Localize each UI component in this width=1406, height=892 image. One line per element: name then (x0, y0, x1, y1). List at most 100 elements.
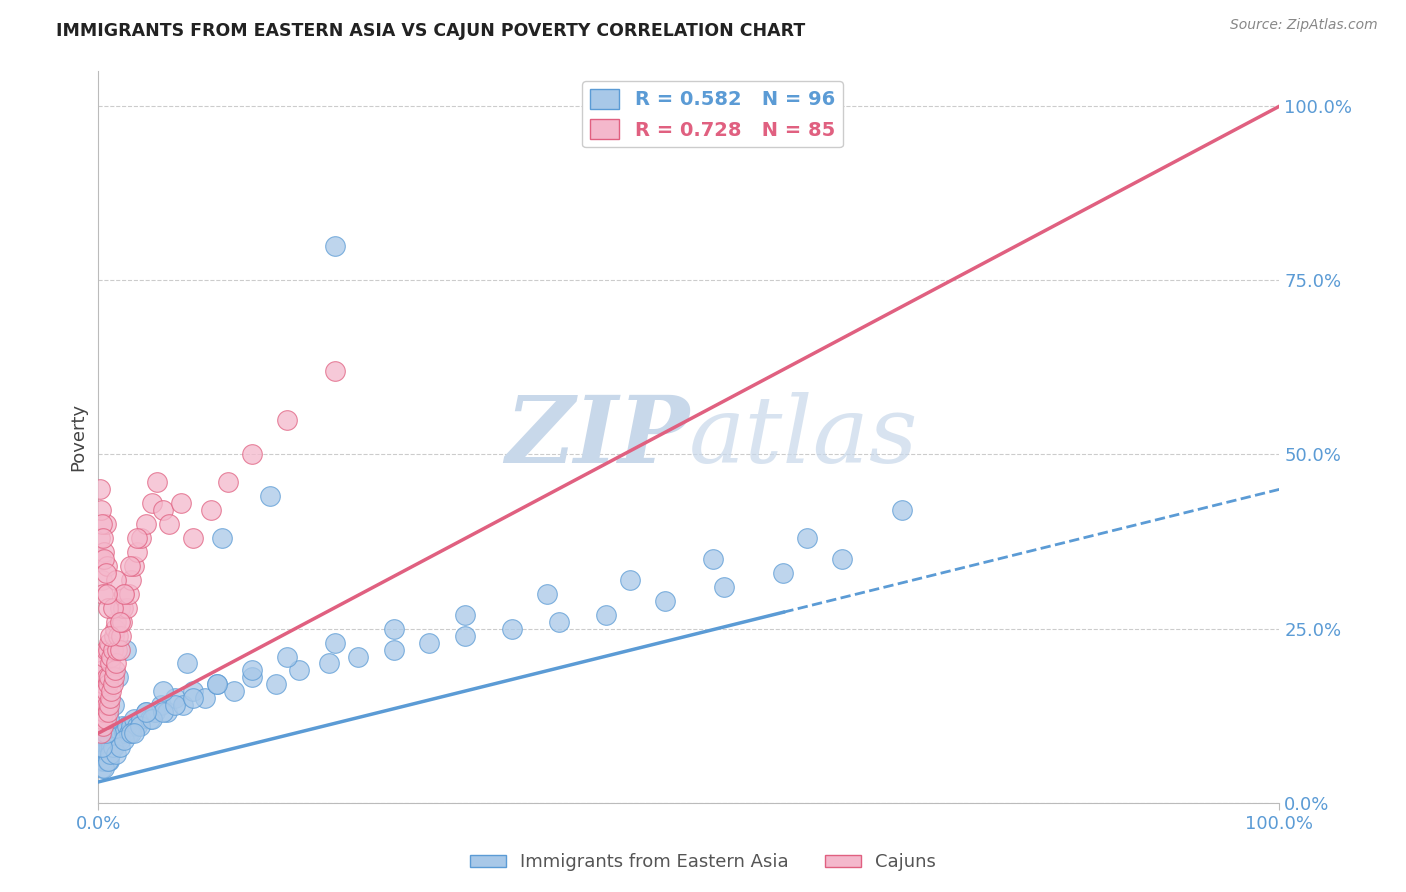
Point (288, 664, 311, 678)
Point (91, 719, 114, 733)
Point (96, 740, 118, 755)
Point (796, 531, 818, 545)
Point (94, 642, 117, 657)
Point (170, 496, 193, 510)
Point (122, 558, 145, 573)
Point (240, 664, 263, 678)
Point (129, 712, 152, 726)
Point (548, 615, 571, 629)
Point (101, 733, 124, 747)
Point (205, 677, 228, 691)
Point (108, 740, 131, 755)
Point (89, 712, 111, 726)
Point (90, 552, 112, 566)
Point (240, 670, 263, 684)
Point (112, 587, 135, 601)
Point (91, 691, 114, 706)
Point (94, 747, 117, 761)
Point (91, 587, 114, 601)
Point (323, 635, 346, 649)
Point (418, 635, 440, 649)
Point (91, 531, 114, 545)
Point (91, 747, 114, 761)
Point (318, 657, 340, 671)
Point (105, 726, 128, 740)
Point (89, 531, 111, 545)
Point (595, 607, 617, 622)
Point (128, 719, 150, 733)
Point (118, 726, 141, 740)
Point (713, 580, 735, 594)
Point (135, 517, 157, 532)
Point (93, 705, 115, 719)
Point (91, 712, 114, 726)
Point (90, 754, 112, 768)
Point (382, 642, 405, 657)
Point (93, 545, 115, 559)
Point (141, 712, 163, 726)
Point (112, 600, 135, 615)
Point (101, 740, 124, 755)
Point (96, 587, 118, 601)
Point (91, 684, 114, 698)
Point (98, 698, 121, 713)
Point (157, 517, 180, 532)
Point (112, 587, 135, 601)
Point (93, 649, 115, 664)
Point (152, 705, 174, 719)
Point (217, 475, 239, 490)
Point (323, 364, 346, 378)
Point (91, 740, 114, 755)
Point (94, 517, 117, 532)
Point (347, 649, 370, 664)
Point (276, 412, 298, 426)
Point (93, 552, 115, 566)
Point (90, 503, 112, 517)
Point (110, 726, 132, 740)
Point (129, 531, 152, 545)
Point (98, 635, 121, 649)
Point (108, 642, 131, 657)
Point (93, 754, 115, 768)
Point (152, 503, 174, 517)
Point (89, 483, 111, 497)
Point (98, 740, 121, 755)
Point (110, 629, 132, 643)
Text: Source: ZipAtlas.com: Source: ZipAtlas.com (1230, 18, 1378, 32)
Point (194, 691, 217, 706)
Point (122, 712, 145, 726)
Point (97, 733, 120, 747)
Point (100, 684, 122, 698)
Point (240, 448, 263, 462)
Point (93, 677, 115, 691)
Point (94, 733, 117, 747)
Point (181, 691, 204, 706)
Point (135, 705, 157, 719)
Point (107, 629, 129, 643)
Y-axis label: Poverty: Poverty (69, 403, 87, 471)
Text: atlas: atlas (689, 392, 918, 482)
Point (93, 740, 115, 755)
Point (112, 733, 135, 747)
Point (121, 573, 143, 587)
Point (152, 684, 174, 698)
Point (94, 566, 117, 580)
Point (98, 629, 121, 643)
Point (120, 558, 142, 573)
Point (97, 754, 120, 768)
Point (115, 600, 138, 615)
Point (165, 691, 187, 706)
Point (264, 677, 287, 691)
Point (98, 754, 121, 768)
Point (97, 747, 120, 761)
Point (121, 726, 143, 740)
Point (98, 670, 121, 684)
Point (200, 503, 222, 517)
Point (127, 719, 149, 733)
Point (90, 726, 112, 740)
Point (96, 698, 118, 713)
Point (127, 531, 149, 545)
Point (105, 642, 128, 657)
Point (89, 691, 111, 706)
Point (156, 705, 179, 719)
